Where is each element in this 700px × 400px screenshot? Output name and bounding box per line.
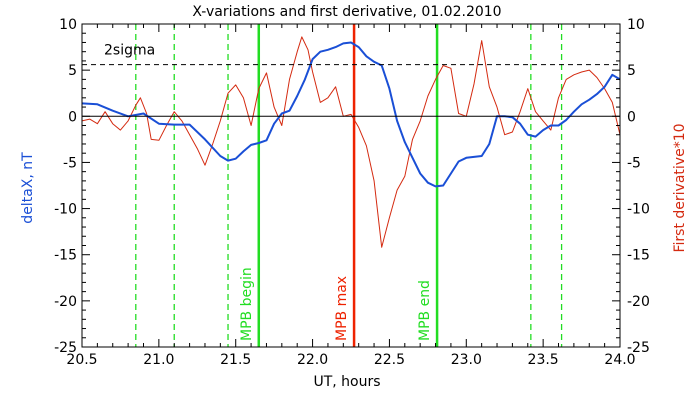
series-line-derivative (81, 36, 621, 248)
x-tick-label: 21.0 (143, 352, 174, 368)
y-tick-label-left: -5 (63, 155, 77, 171)
y-tick-label-right: -20 (627, 294, 650, 310)
series-line-deltaX (81, 41, 621, 188)
marker-labels: MPB begin MPB max MPB end (239, 267, 433, 341)
x-tick-label: 23.0 (451, 352, 482, 368)
series-lines (81, 36, 621, 248)
axis-ticks: 20.5 21.0 21.5 22.0 22.5 23.0 23.5 24.0-25 -25-2… (54, 17, 650, 368)
y-tick-label-right: 0 (627, 109, 636, 125)
x-axis-label: UT, hours (313, 374, 380, 390)
x-tick-label: 20.5 (66, 352, 97, 368)
marker-label-mpb-begin: MPB begin (239, 267, 255, 341)
y-tick-label-left: -15 (54, 248, 77, 264)
y-tick-label-right: -15 (627, 248, 650, 264)
y-tick-label-right: 5 (627, 63, 636, 79)
y-tick-label-left: 5 (68, 63, 77, 79)
x-tick-label: 21.5 (220, 352, 251, 368)
marker-label-mpb-max: MPB max (334, 276, 350, 341)
y-tick-label-right: 10 (627, 17, 645, 33)
y-tick-label-right: -5 (627, 155, 641, 171)
y-tick-label-left: -10 (54, 202, 77, 218)
y-tick-label-left: 0 (68, 109, 77, 125)
x-tick-label: 22.5 (374, 352, 405, 368)
y-tick-label-left: -20 (54, 294, 77, 310)
chart-title: X-variations and first derivative, 01.02… (192, 4, 501, 20)
y-axis-label-left: deltaX, nT (20, 152, 36, 224)
marker-label-mpb-end: MPB end (417, 280, 433, 341)
y-tick-label-right: -10 (627, 202, 650, 218)
y-tick-label-left: 10 (59, 17, 77, 33)
x-tick-label: 24.0 (604, 352, 635, 368)
y-tick-label-left: -25 (54, 340, 77, 356)
x-tick-label: 22.0 (297, 352, 328, 368)
y-axis-label-right: First derivative*10 (672, 123, 688, 252)
x-tick-label: 23.5 (528, 352, 559, 368)
threshold-label: 2sigma (104, 43, 155, 59)
y-tick-label-right: -25 (627, 340, 650, 356)
plot-frame (81, 23, 621, 348)
